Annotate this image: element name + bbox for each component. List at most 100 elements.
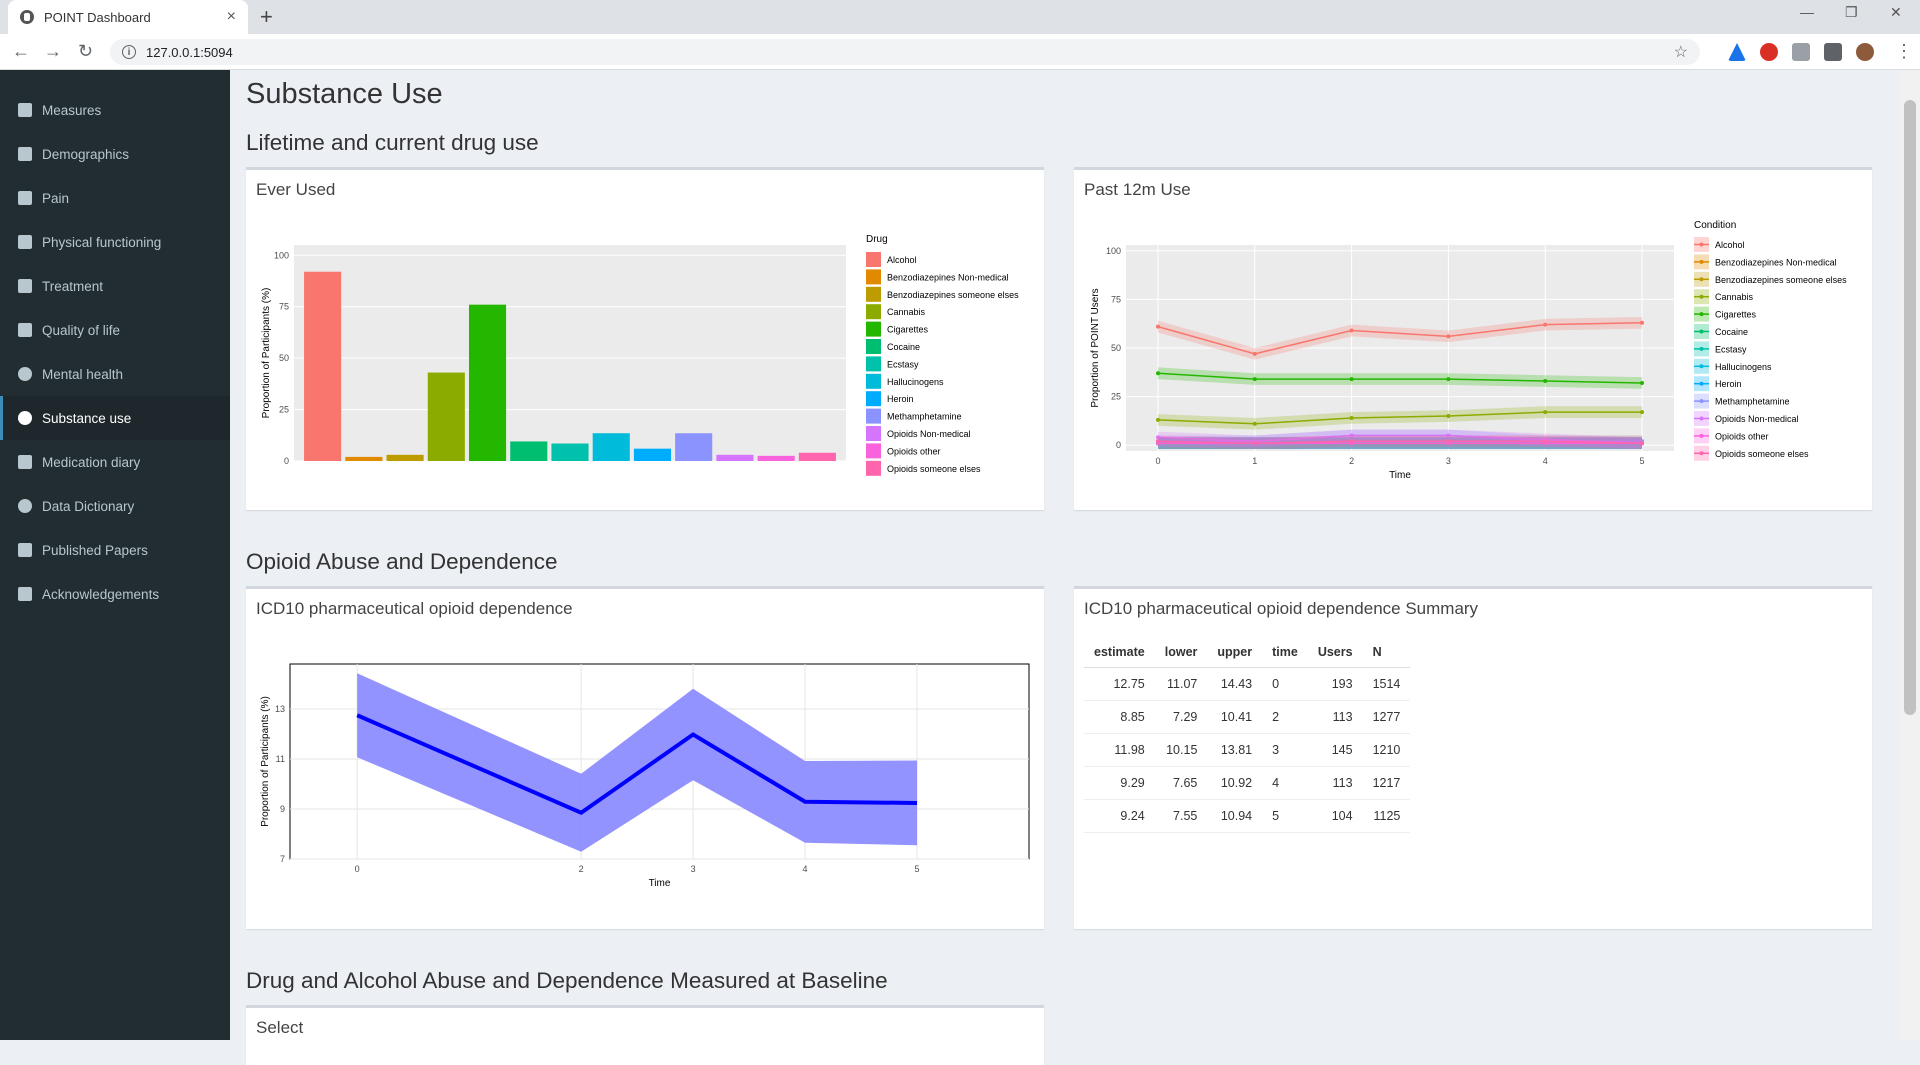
legend-point [1699,381,1704,386]
legend-label: Methamphetamine [887,412,962,422]
data-point [1640,441,1644,446]
bookmark-star-icon[interactable]: ☆ [1673,44,1688,61]
table-cell: 14.43 [1207,667,1263,701]
legend-label: Alcohol [1715,240,1745,250]
x-tick-label: 3 [1446,456,1451,466]
table-header: Users [1307,639,1363,668]
wheelchair-icon [18,235,32,249]
profile-avatar[interactable] [1856,43,1874,61]
y-tick-label: 75 [1111,294,1121,304]
sidebar-item[interactable]: Acknowledgements [0,572,230,616]
cast-extension-icon[interactable] [1792,43,1810,61]
data-point [1349,439,1354,444]
box-title-select: Select [256,1018,304,1037]
y-tick-label: 75 [279,302,289,312]
reload-icon[interactable]: ↻ [78,41,94,61]
data-point [1543,379,1548,384]
sidebar-item-label: Acknowledgements [42,586,160,602]
sidebar-item[interactable]: Substance use [0,396,230,440]
sidebar-item[interactable]: Published Papers [0,528,230,572]
data-point [1543,410,1548,415]
data-point [1640,320,1644,325]
extensions-puzzle-icon[interactable] [1824,43,1842,61]
data-point [1446,377,1451,382]
confidence-band [1158,406,1642,430]
close-window-icon[interactable]: ✕ [1890,4,1902,20]
sidebar-item[interactable]: Data Dictionary [0,484,230,528]
legend-swatch [866,443,881,459]
page-title: Substance Use [246,78,443,110]
legend-label: Cigarettes [1715,310,1757,320]
table-cell: 193 [1307,667,1363,701]
site-info-icon[interactable]: i [122,45,136,59]
x-tick-label: 0 [355,864,360,874]
legend-swatch [866,321,881,337]
table-cell: 113 [1307,700,1363,734]
close-tab-icon[interactable]: × [226,8,236,25]
data-point [1446,334,1451,339]
sidebar-item-label: Published Papers [42,542,148,558]
data-point [1252,421,1257,426]
table-cell: 1125 [1362,799,1411,833]
search-icon [18,499,32,513]
heartbeat-icon [18,191,32,205]
browser-tab[interactable]: POINT Dashboard × [8,0,248,34]
bar [427,372,465,461]
data-point [1156,439,1160,444]
scrollbar-thumb[interactable] [1904,100,1916,715]
sidebar-item[interactable]: Mental health [0,352,230,396]
series-line [1157,440,1643,444]
sidebar-item[interactable]: Physical functioning [0,220,230,264]
back-icon[interactable]: ← [12,41,30,61]
confidence-band [357,673,918,852]
confidence-band [1158,435,1642,450]
y-tick-label: 0 [1116,440,1121,450]
sidebar-item[interactable]: Treatment [0,264,230,308]
sidebar: Measures Demographics Pain Physical functio… [0,70,230,1040]
browser-toolbar: ← → ↻ i 127.0.0.1:5094 ☆ ⋮ [0,34,1920,70]
legend-swatch [866,286,881,302]
restore-icon[interactable]: ❐ [1845,4,1858,20]
sidebar-item[interactable]: Quality of life [0,308,230,352]
sidebar-item[interactable]: Pain [0,176,230,220]
table-row: 12.75 11.07 14.43 0 193 1514 [1084,667,1411,701]
x-tick-label: 1 [1252,456,1257,466]
series-line [1157,411,1642,425]
legend-swatch [866,269,881,285]
forward-icon[interactable]: → [44,41,62,61]
page-scrollbar[interactable] [1900,70,1920,1040]
x-tick-label: 2 [579,864,584,874]
legend-label: Benzodiazepines Non-medical [1715,257,1837,267]
x-axis-label: Time [1389,470,1411,481]
y-tick-label: 25 [279,405,289,415]
table-cell: 5 [1262,799,1308,833]
box-icd10-summary: ICD10 pharmaceutical opioid dependence S… [1074,586,1872,929]
past-12m-line-chart: 0 25 50 75 100 0 1 2 3 4 5 Time Proportion of POINT … [1090,220,1847,481]
sidebar-item-label: Physical functioning [42,234,162,250]
table-cell: 8.85 [1084,700,1155,734]
new-tab-icon[interactable]: + [260,4,273,29]
sidebar-item[interactable]: Demographics [0,132,230,176]
y-axis-label: Proportion of Participants (%) [261,288,272,419]
table-cell: 10.15 [1154,733,1208,767]
info-icon [18,587,32,601]
table-header: time [1262,639,1308,668]
drive-extension-icon[interactable] [1728,43,1746,61]
y-tick-label: 100 [1106,246,1121,256]
bar [757,455,795,461]
browser-menu-icon[interactable]: ⋮ [1895,41,1913,61]
bar [675,433,713,461]
sidebar-item[interactable]: Medication diary [0,440,230,484]
sidebar-item-label: Medication diary [42,454,141,470]
table-row: 8.85 7.29 10.41 2 113 1277 [1084,700,1411,734]
data-point [1349,415,1354,420]
table-row: 9.29 7.65 10.92 4 113 1217 [1084,766,1411,800]
bar [633,448,672,461]
sidebar-item[interactable]: Measures [0,88,230,132]
address-bar[interactable]: i 127.0.0.1:5094 ☆ [110,39,1700,65]
data-point [1252,351,1257,356]
table-cell: 104 [1307,799,1363,833]
sidebar-item-label: Treatment [42,278,104,294]
adblock-extension-icon[interactable] [1760,43,1778,61]
minimize-icon[interactable]: — [1800,4,1814,20]
